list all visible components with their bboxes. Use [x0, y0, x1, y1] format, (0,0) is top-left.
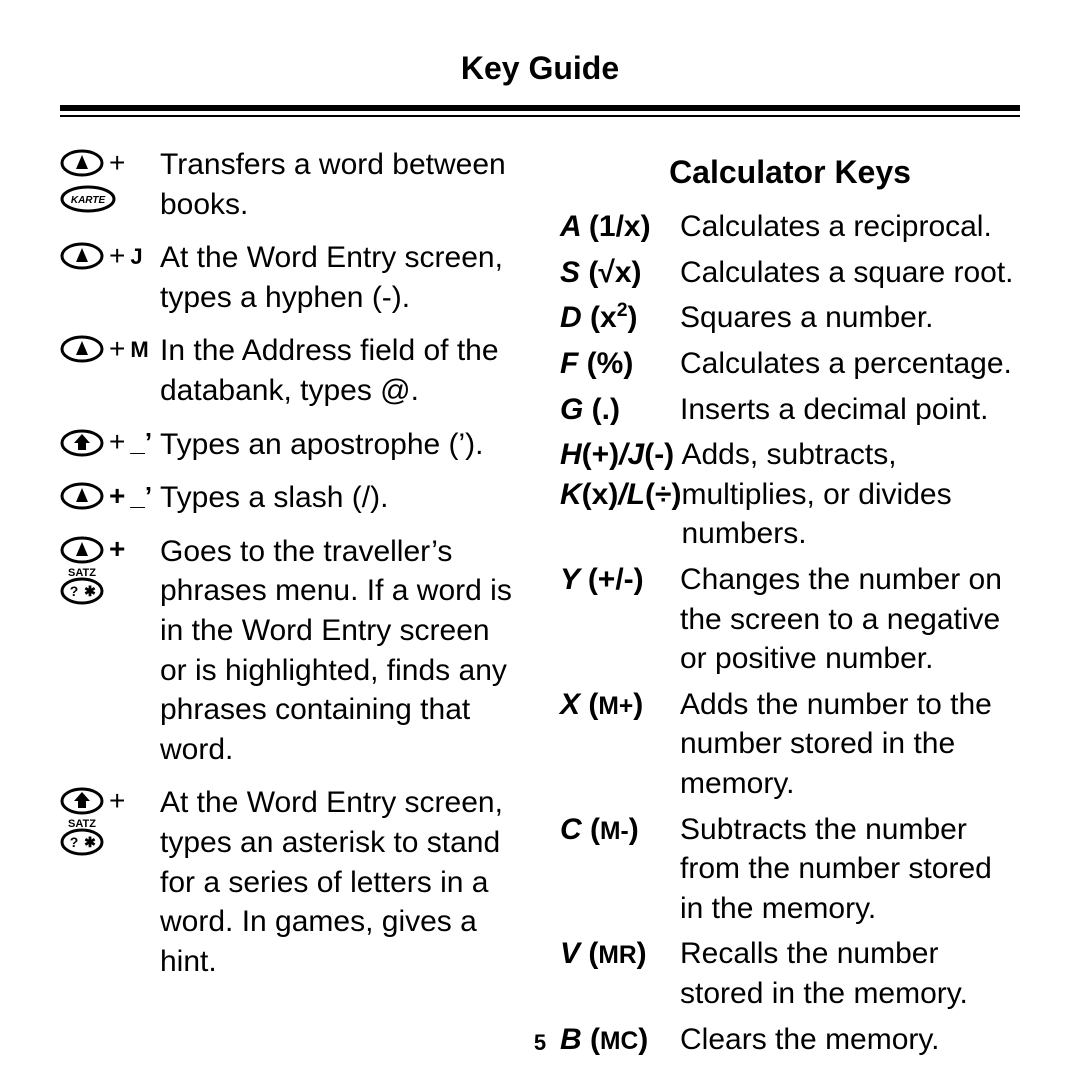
key-letter: M: [130, 335, 148, 364]
satz-icon: [60, 818, 104, 856]
calculator-list: A (1/x)Calculates a reciprocal.S (√x)Cal…: [560, 207, 1020, 1059]
satz-icon: [60, 567, 104, 605]
plus-icon: +: [109, 531, 125, 568]
rule-thick: [60, 105, 1020, 111]
calc-row: X (M+)Adds the number to the number stor…: [560, 685, 1020, 804]
key-row: + Transfers a word between books.: [60, 145, 520, 224]
key-description: Transfers a word between books.: [160, 145, 520, 224]
calc-row: G (.)Inserts a decimal point.: [560, 390, 1020, 430]
key-symbol: +_’: [60, 478, 160, 518]
plus-icon: +: [109, 478, 125, 515]
calc-row: S (√x)Calculates a square root.: [560, 253, 1020, 293]
key-row: +_’Types an apostrophe (’).: [60, 425, 520, 465]
calc-key: D (x2): [560, 298, 680, 338]
page-header: Key Guide: [60, 50, 1020, 87]
calc-key: G (.): [560, 390, 680, 430]
key-row: +_’Types a slash (/).: [60, 478, 520, 518]
key-quote: _’: [130, 425, 152, 459]
oval-a-icon: [60, 482, 104, 510]
key-symbol: +M: [60, 331, 160, 410]
key-symbol: +J: [60, 238, 160, 317]
calc-key: H(+)/J(-)K(x)/L(÷): [560, 435, 681, 554]
calc-key: A (1/x): [560, 207, 680, 247]
calc-key: Y (+/-): [560, 560, 680, 679]
oval-a-icon: [60, 536, 104, 564]
calculator-keys-heading: Calculator Keys: [560, 151, 1020, 193]
key-description: Types an apostrophe (’).: [160, 425, 520, 465]
calc-description: Inserts a decimal point.: [680, 390, 1020, 430]
rule-thin: [60, 115, 1020, 117]
key-row: +JAt the Word Entry screen, types a hyph…: [60, 238, 520, 317]
calc-key: S (√x): [560, 253, 680, 293]
page-number: 5: [0, 1030, 1080, 1056]
key-symbol: +: [60, 783, 160, 981]
calc-description: Recalls the number stored in the memory.: [680, 934, 1020, 1013]
left-column: +Transfers a word between books.+JAt the…: [60, 145, 520, 1065]
calc-description: Calculates a percentage.: [680, 344, 1020, 384]
calc-description: Calculates a reciprocal.: [680, 207, 1020, 247]
calc-row: F (%)Calculates a percentage.: [560, 344, 1020, 384]
calc-description: Adds the number to the number stored in …: [680, 685, 1020, 804]
plus-icon: +: [109, 331, 125, 368]
page: Key Guide + Transfers a word between book…: [0, 0, 1080, 1080]
key-quote: _’: [130, 479, 152, 513]
calc-row: H(+)/J(-)K(x)/L(÷)Adds, subtracts, multi…: [560, 435, 1020, 554]
plus-icon: +: [109, 783, 125, 820]
plus-icon: +: [109, 145, 125, 182]
calc-row: Y (+/-)Changes the number on the screen …: [560, 560, 1020, 679]
calc-row: C (M-)Subtracts the number from the numb…: [560, 810, 1020, 929]
key-description: At the Word Entry screen, types a hyphen…: [160, 238, 520, 317]
plus-icon: +: [109, 424, 125, 461]
key-row: +MIn the Address field of the databank, …: [60, 331, 520, 410]
calc-description: Subtracts the number from the number sto…: [680, 810, 1020, 929]
calc-description: Squares a number.: [680, 298, 1020, 338]
key-row: + Goes to the traveller’s phrases menu. I…: [60, 532, 520, 770]
calc-description: Changes the number on the screen to a ne…: [680, 560, 1020, 679]
oval-a-icon: [60, 242, 104, 270]
key-description: In the Address field of the databank, ty…: [160, 331, 520, 410]
key-description: At the Word Entry screen, types an aster…: [160, 783, 520, 981]
calc-description: Adds, subtracts, multiplies, or divides …: [681, 435, 1020, 554]
key-letter: J: [130, 242, 142, 271]
key-symbol: +: [60, 532, 160, 770]
karte-icon: [60, 185, 116, 213]
key-row: + At the Word Entry screen, types an aste…: [60, 783, 520, 981]
calc-row: D (x2)Squares a number.: [560, 298, 1020, 338]
key-symbol: +_’: [60, 425, 160, 465]
calc-key: V (MR): [560, 934, 680, 1013]
calc-key: C (M-): [560, 810, 680, 929]
calc-key: X (M+): [560, 685, 680, 804]
plus-icon: +: [109, 238, 125, 275]
columns: +Transfers a word between books.+JAt the…: [60, 145, 1020, 1065]
calc-key: F (%): [560, 344, 680, 384]
calc-row: V (MR)Recalls the number stored in the m…: [560, 934, 1020, 1013]
right-column: Calculator Keys A (1/x)Calculates a reci…: [560, 145, 1020, 1065]
key-symbol: +: [60, 145, 160, 224]
calc-description: Calculates a square root.: [680, 253, 1020, 293]
oval-a-icon: [60, 335, 104, 363]
oval-shift-icon: [60, 787, 104, 815]
key-description: Types a slash (/).: [160, 478, 520, 518]
oval-shift-icon: [60, 429, 104, 457]
oval-a-icon: [60, 149, 104, 177]
key-description: Goes to the traveller’s phrases menu. If…: [160, 532, 520, 770]
calc-row: A (1/x)Calculates a reciprocal.: [560, 207, 1020, 247]
